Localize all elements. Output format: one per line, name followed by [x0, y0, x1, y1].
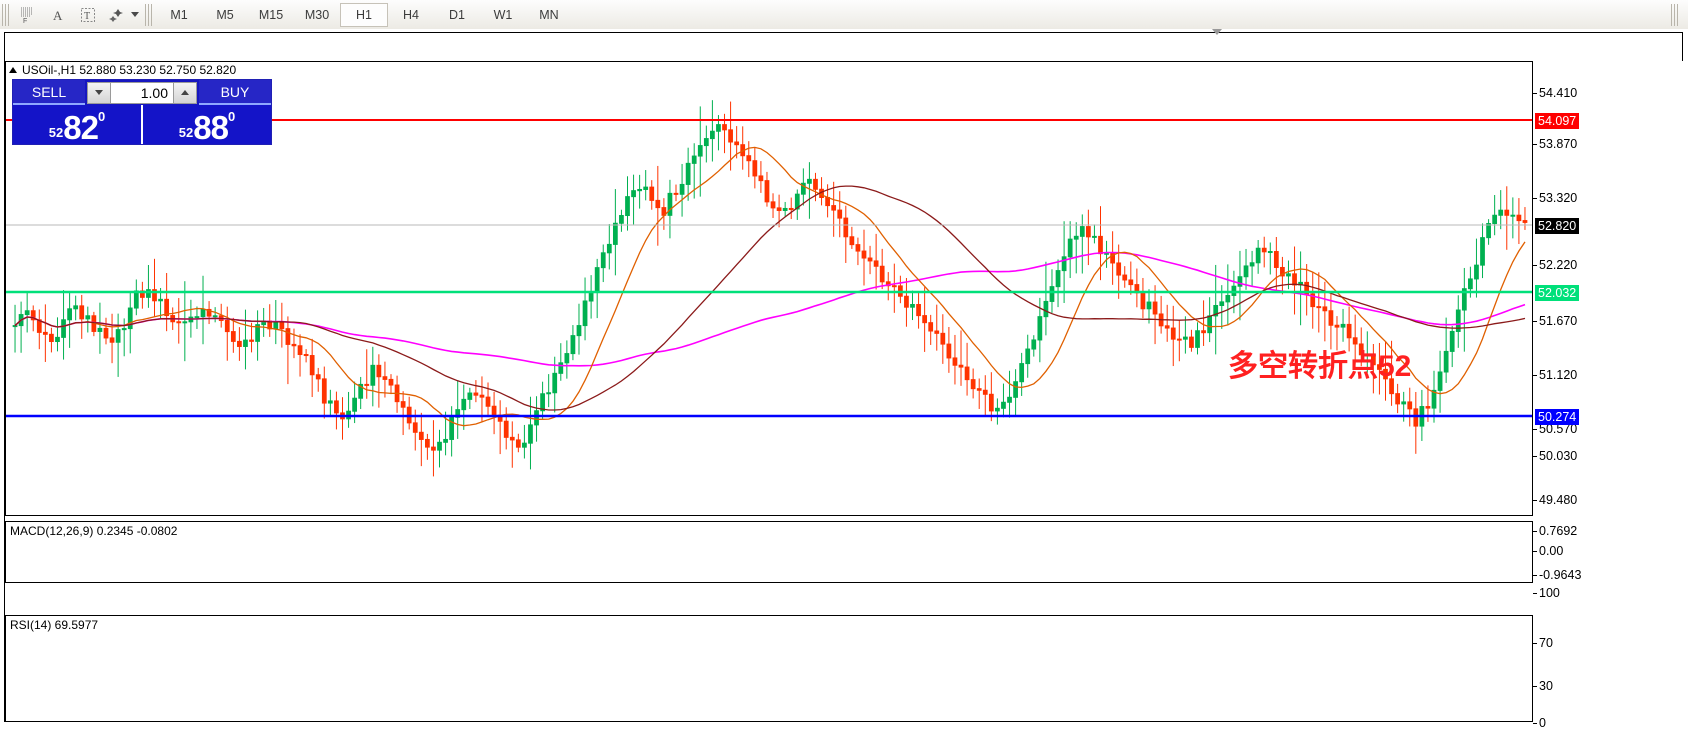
chart-annotation-text[interactable]: 多空转折点52	[1228, 350, 1412, 383]
macd-scale-bottom: -0.9643	[1532, 568, 1582, 582]
toolbar-grip[interactable]	[2, 3, 9, 26]
axis-tick-53870: 53.870	[1532, 137, 1578, 151]
oct-divider	[141, 105, 143, 144]
current-price-tag[interactable]: 52.820	[1535, 218, 1580, 234]
buy-price-display[interactable]: 52 88 0	[143, 105, 271, 144]
chart-window: USOil-,H1 52.880 53.230 52.750 52.820	[0, 29, 1688, 730]
axis-tick-51120: 51.120	[1532, 368, 1578, 382]
objects-icon[interactable]	[103, 2, 133, 28]
buy-price-fraction: 0	[227, 109, 236, 124]
rsi-scale-0: 0	[1533, 716, 1546, 730]
text-tool-icon[interactable]: A	[43, 2, 73, 28]
oct-top-row: SELL 1.00 BUY	[13, 80, 271, 105]
timeframe-mn[interactable]: MN	[539, 7, 559, 22]
sell-price-prefix: 52	[48, 125, 64, 140]
volume-input[interactable]: 1.00	[111, 81, 173, 104]
sell-button[interactable]: SELL	[13, 80, 85, 105]
buy-price-prefix: 52	[178, 125, 194, 140]
price-pane[interactable]	[5, 61, 1533, 516]
toolbar-right-group	[1669, 3, 1688, 26]
rsi-pane[interactable]: RSI(14) 69.5977	[5, 615, 1533, 722]
sell-price-main: 82	[63, 109, 99, 146]
price-axis[interactable]: 54.410 54.097 53.870 53.320 52.820 52.22…	[1532, 61, 1683, 730]
timeframe-h1[interactable]: H1	[340, 2, 388, 27]
timeframe-h4[interactable]: H4	[403, 7, 419, 22]
timeframe-m1[interactable]: M1	[170, 7, 188, 22]
sell-price-display[interactable]: 52 82 0	[13, 105, 141, 144]
main-toolbar: F A T M1 M5 M15 M30 H1 H4 D1 W1 MN	[0, 0, 1688, 30]
rsi-scale-30: 30	[1533, 679, 1553, 693]
macd-scale-top: 0.7692	[1532, 524, 1578, 538]
support-green-price-tag[interactable]: 52.032	[1535, 285, 1580, 301]
svg-text:A: A	[53, 8, 63, 23]
chevron-down-icon[interactable]	[131, 12, 139, 17]
axis-tick-54410: 54.410	[1532, 86, 1578, 100]
one-click-trading-panel[interactable]: SELL 1.00 BUY 52 82 0 52 88 0	[12, 79, 272, 145]
volume-decrease-button[interactable]	[87, 81, 111, 104]
crosshair-f-icon[interactable]: F	[13, 2, 43, 28]
collapse-triangle-icon[interactable]	[9, 67, 17, 73]
timeframe-m15[interactable]: M15	[258, 7, 284, 22]
chart-scroll-marker[interactable]	[1212, 29, 1222, 35]
axis-tick-53320: 53.320	[1532, 191, 1578, 205]
buy-price-main: 88	[193, 109, 229, 146]
resistance-price-tag[interactable]: 54.097	[1535, 113, 1580, 129]
timeframe-d1[interactable]: D1	[449, 7, 465, 22]
macd-pane[interactable]: MACD(12,26,9) 0.2345 -0.0802	[5, 521, 1533, 583]
oct-price-row: 52 82 0 52 88 0	[13, 105, 271, 144]
sell-price-fraction: 0	[97, 109, 106, 124]
support-blue-price-tag[interactable]: 50.274	[1535, 409, 1580, 425]
macd-scale-zero: 0.00	[1532, 544, 1564, 558]
rsi-label: RSI(14) 69.5977	[10, 618, 99, 632]
axis-tick-50570: 50.570	[1532, 422, 1578, 436]
axis-tick-50030: 50.030	[1532, 449, 1578, 463]
rsi-scale-100: 100	[1533, 586, 1560, 600]
timeframe-w1[interactable]: W1	[493, 7, 513, 22]
timeframe-m30[interactable]: M30	[304, 7, 330, 22]
timeframe-m5[interactable]: M5	[216, 7, 234, 22]
symbol-ohlc-label: USOil-,H1 52.880 53.230 52.750 52.820	[22, 63, 237, 77]
volume-increase-button[interactable]	[173, 81, 197, 104]
axis-tick-52220: 52.220	[1532, 258, 1578, 272]
axis-tick-49480: 49.480	[1532, 493, 1578, 507]
svg-text:F: F	[23, 18, 27, 24]
rsi-scale-70: 70	[1533, 636, 1553, 650]
svg-text:T: T	[84, 11, 90, 22]
toolbar-right-grip[interactable]	[1671, 3, 1678, 26]
volume-stepper[interactable]: 1.00	[85, 80, 199, 105]
buy-button[interactable]: BUY	[199, 80, 271, 105]
macd-label: MACD(12,26,9) 0.2345 -0.0802	[10, 524, 178, 538]
timeframe-group-grip[interactable]	[145, 3, 152, 26]
text-label-icon[interactable]: T	[73, 2, 103, 28]
axis-tick-51670: 51.670	[1532, 314, 1578, 328]
